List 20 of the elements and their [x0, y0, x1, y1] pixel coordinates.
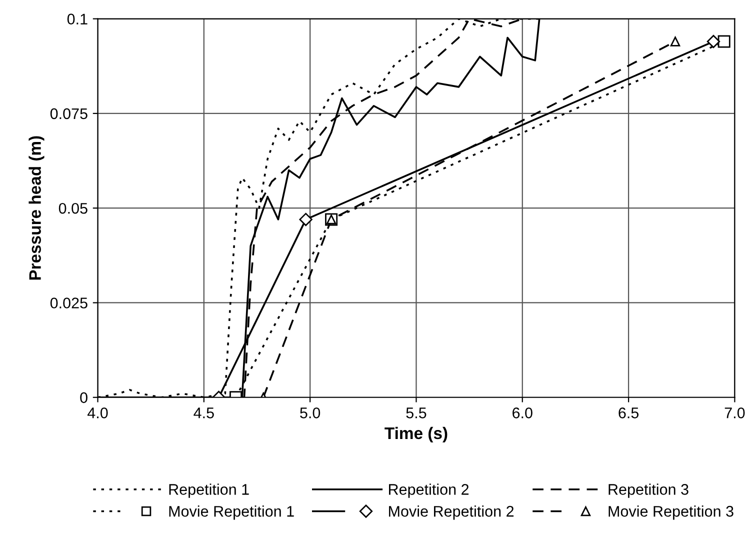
x-tick-label: 6.0: [512, 408, 532, 418]
x-axis-title: Time (s): [384, 426, 448, 442]
x-tick-label: 5.5: [406, 408, 426, 418]
legend-label: Movie Repetition 2: [389, 506, 514, 520]
legend-label: Repetition 2: [389, 484, 469, 498]
legend-label: Movie Repetition 3: [608, 506, 734, 520]
x-tick-label: 6.5: [618, 408, 639, 418]
legend-label: Repetition 3: [608, 484, 688, 498]
x-tick-label: 4.5: [194, 408, 214, 418]
y-tick-label: 0.075: [50, 108, 88, 120]
y-tick-label: 0: [80, 392, 88, 404]
x-tick-label: 5.0: [300, 408, 320, 418]
y-tick-label: 0.025: [50, 298, 88, 308]
legend-label: Repetition 1: [169, 484, 249, 498]
y-tick-label: 0.1: [67, 14, 88, 24]
y-tick-label: 0.05: [58, 202, 88, 214]
y-axis-title: Pressure head (m): [28, 136, 44, 280]
legend-label: Movie Repetition 1: [169, 506, 294, 520]
x-tick-label: 4.0: [87, 408, 108, 418]
x-tick-label: 7.0: [724, 408, 745, 418]
